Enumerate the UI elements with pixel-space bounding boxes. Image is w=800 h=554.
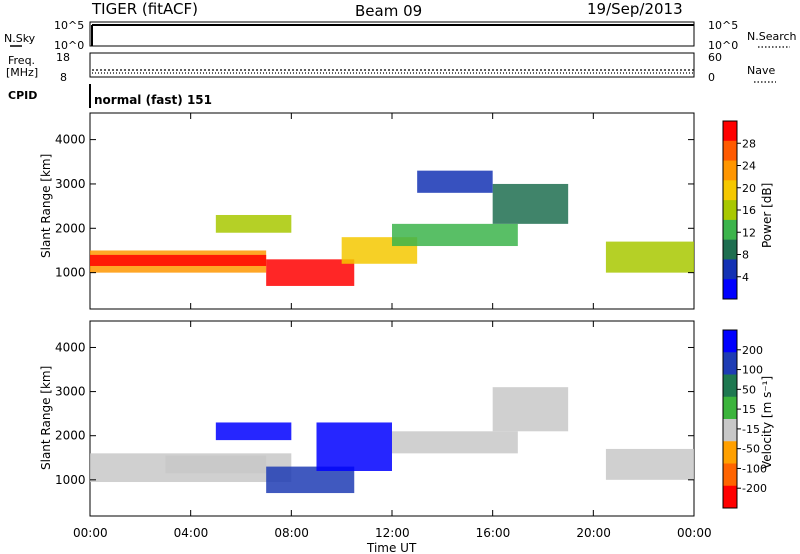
colorbar-tick-label: 100 [742, 364, 763, 377]
cpid-label: CPID [8, 89, 37, 102]
nsearch-label: N.Search [747, 30, 797, 43]
velocity-yticks: 4000 3000 2000 1000 [55, 340, 694, 487]
y-tick-label: 2000 [55, 221, 86, 235]
nsky-right-tick-top: 10^5 [708, 19, 738, 32]
x-tick-label: 12:00 [375, 526, 410, 540]
power-data [90, 170, 694, 286]
y-tick-label: 4000 [55, 340, 86, 354]
y-tick-label: 1000 [55, 473, 86, 487]
freq-tick-top: 18 [56, 51, 70, 64]
freq-panel: Freq. [MHz] 18 8 60 0 Nave [6, 51, 776, 84]
colorbar-tick-label: 50 [742, 383, 756, 396]
y-tick-label: 3000 [55, 385, 86, 399]
data-region [417, 170, 493, 193]
x-tick-label: 00:00 [73, 526, 108, 540]
data-region [605, 241, 694, 273]
power-frame [89, 112, 695, 310]
colorbar-segment [723, 121, 737, 142]
power-colorbar-label: Power [dB] [760, 183, 774, 248]
colorbar-segment [723, 352, 737, 375]
colorbar-tick-label: -200 [742, 482, 767, 495]
colorbar-segment [723, 441, 737, 464]
colorbar-segment [723, 239, 737, 260]
y-tick-label: 2000 [55, 429, 86, 443]
date-title: 19/Sep/2013 [587, 0, 683, 18]
data-region [215, 422, 292, 441]
power-panel: 4000 3000 2000 1000 Slant Range [km] 28 24 20… [39, 112, 774, 310]
x-tick-label: 00:00 [677, 526, 712, 540]
colorbar-segment [723, 180, 737, 201]
data-region [392, 223, 518, 247]
data-region [316, 422, 392, 471]
colorbar-tick-label: 28 [742, 137, 756, 150]
cpid-text: normal (fast) 151 [94, 93, 212, 107]
x-axis: 00:00 04:00 08:00 12:00 16:00 20:00 00:00 [73, 113, 712, 540]
velocity-colorbar: 200 100 50 15 -15 -50 -100 -200 [722, 329, 767, 509]
freq-tick-bottom: 8 [60, 71, 67, 84]
nsky-label: N.Sky [4, 32, 36, 45]
colorbar-tick-label: 4 [742, 271, 749, 284]
beam-title: Beam 09 [355, 2, 422, 20]
colorbar-segment [723, 485, 737, 509]
nave-label: Nave [747, 64, 775, 77]
colorbar-tick-label: 200 [742, 344, 763, 357]
power-ylabel: Slant Range [km] [39, 154, 53, 258]
x-tick-label: 04:00 [174, 526, 209, 540]
data-region [492, 183, 569, 224]
colorbar-segment [723, 463, 737, 487]
colorbar-segment [723, 396, 737, 420]
velocity-frame [89, 320, 695, 517]
colorbar-tick-label: -15 [742, 423, 760, 436]
nsky-tick-top: 10^5 [54, 19, 84, 32]
radar-title: TIGER (fitACF) [91, 0, 198, 18]
colorbar-segment [723, 219, 737, 241]
freq-label-line2: [MHz] [6, 66, 38, 79]
data-region [392, 431, 518, 454]
data-region [605, 448, 694, 480]
y-tick-label: 4000 [55, 133, 86, 147]
y-tick-label: 1000 [55, 266, 86, 280]
power-colorbar: 28 24 20 16 12 8 4 [722, 120, 756, 300]
colorbar-tick-label: 15 [742, 403, 756, 416]
data-region [266, 259, 355, 286]
y-tick-label: 3000 [55, 177, 86, 191]
colorbar-segment [723, 140, 737, 162]
colorbar-tick-label: 16 [742, 204, 756, 217]
colorbar-tick-label: 8 [742, 249, 749, 262]
colorbar-segment [723, 279, 737, 300]
velocity-colorbar-label: Velocity [m s⁻¹] [760, 376, 774, 469]
x-axis-label: Time UT [366, 541, 417, 554]
colorbar-tick-label: -50 [742, 443, 760, 456]
freq-right-tick-bottom: 0 [708, 71, 715, 84]
data-region [215, 214, 292, 233]
x-tick-label: 16:00 [476, 526, 511, 540]
freq-right-tick-top: 60 [708, 51, 722, 64]
colorbar-frame [722, 329, 738, 509]
data-region [90, 254, 267, 266]
colorbar-segment [723, 259, 737, 280]
colorbar-tick-label: 24 [742, 160, 756, 173]
velocity-ylabel: Slant Range [km] [39, 366, 53, 470]
x-tick-label: 08:00 [274, 526, 309, 540]
colorbar-segment [723, 419, 737, 442]
colorbar-segment [723, 330, 737, 353]
nsky-tick-bottom: 10^0 [54, 39, 84, 52]
x-tick-label: 20:00 [576, 526, 611, 540]
colorbar-segment [723, 374, 737, 398]
colorbar-tick-label: -100 [742, 462, 767, 475]
colorbar-tick-label: 20 [742, 182, 756, 195]
velocity-data [90, 387, 694, 494]
cpid-row: CPID normal (fast) 151 [8, 84, 212, 108]
colorbar-tick-label: 12 [742, 226, 756, 239]
nsky-right-tick-bottom: 10^0 [708, 39, 738, 52]
velocity-panel: 4000 3000 2000 1000 Slant Range [km] 200 100… [39, 320, 774, 517]
data-region [165, 455, 267, 474]
power-yticks: 4000 3000 2000 1000 [55, 133, 694, 280]
colorbar-segment [723, 160, 737, 181]
colorbar-segment [723, 200, 737, 221]
nsky-panel: N.Sky 10^5 10^0 10^5 10^0 N.Search [4, 19, 797, 52]
freq-label-line1: Freq. [8, 54, 35, 67]
data-region [492, 387, 569, 432]
